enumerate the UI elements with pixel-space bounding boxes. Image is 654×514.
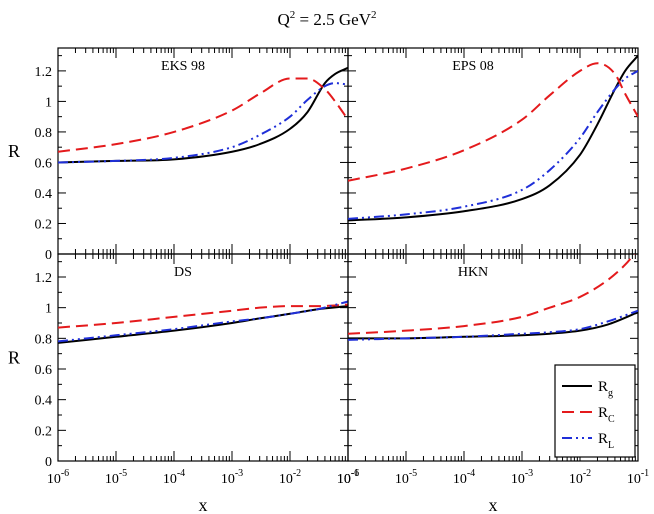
figure-title: Q2 = 2.5 GeV2 bbox=[278, 9, 377, 29]
x-axis-label: x bbox=[489, 495, 498, 514]
x-tick-label: 10-4 bbox=[453, 468, 475, 487]
series-line-r-g bbox=[348, 54, 638, 222]
series-line-r-g bbox=[348, 311, 638, 340]
panel-title: EPS 08 bbox=[452, 59, 494, 74]
x-tick-label: 10-5 bbox=[395, 468, 417, 487]
x-tick-label: 10-1 bbox=[337, 468, 359, 487]
legend-label-c: RC bbox=[598, 405, 615, 425]
y-tick-label: 1 bbox=[45, 95, 52, 110]
panel-eps-08: EPS 08 bbox=[347, 47, 639, 255]
x-tick-label: 10-1 bbox=[627, 468, 649, 487]
x-axis-label: x bbox=[199, 495, 208, 514]
legend-label-l: RL bbox=[598, 431, 614, 451]
y-tick-label: 0.4 bbox=[35, 394, 53, 409]
x-tick-label: 10-2 bbox=[569, 468, 591, 487]
x-tick-label: 10-3 bbox=[221, 468, 243, 487]
y-tick-label: 1.2 bbox=[35, 65, 53, 80]
panel-hkn: 10-6 10-5 10-4 10-3 10-2 10-1 HKN x bbox=[337, 253, 649, 514]
series-line-r-c bbox=[58, 77, 348, 153]
x-tick-label: 10-6 bbox=[47, 468, 69, 487]
legend-label-g: Rg bbox=[598, 379, 613, 399]
series-line-r-g bbox=[58, 66, 348, 164]
series-line-r-l bbox=[348, 70, 638, 220]
x-tick-label: 10-4 bbox=[163, 468, 185, 487]
y-tick-label: 1.2 bbox=[35, 271, 53, 286]
x-tick-label: 10-2 bbox=[279, 468, 301, 487]
panel-frame bbox=[57, 253, 349, 462]
series-line-r-l bbox=[58, 300, 348, 343]
panel-frame bbox=[347, 47, 639, 255]
y-tick-label: 0.2 bbox=[35, 217, 53, 232]
panel-title: EKS 98 bbox=[161, 59, 205, 74]
panel-frame bbox=[347, 253, 639, 462]
y-tick-label: 0.6 bbox=[35, 363, 53, 378]
series-line-r-l bbox=[348, 309, 638, 341]
y-tick-label: 0 bbox=[45, 248, 52, 263]
panel-title: HKN bbox=[458, 265, 488, 280]
y-tick-label: 0.2 bbox=[35, 424, 53, 439]
series-line-r-c bbox=[348, 254, 636, 335]
panel-ds: 0 0.2 0.4 0.6 0.8 1 1.2 10-6 10-5 10-4 10-3 10-2 10-… bbox=[8, 253, 359, 514]
series-line-r-l bbox=[58, 82, 348, 164]
y-axis-label: R bbox=[8, 141, 20, 161]
series-line-r-c bbox=[348, 62, 638, 182]
y-axis-label: R bbox=[8, 348, 20, 368]
y-tick-label: 0.8 bbox=[35, 126, 53, 141]
y-tick-label: 0 bbox=[45, 455, 52, 470]
y-tick-label: 0.8 bbox=[35, 332, 53, 347]
x-tick-label: 10-3 bbox=[511, 468, 533, 487]
panel-title: DS bbox=[174, 265, 192, 280]
y-tick-label: 0.6 bbox=[35, 156, 53, 171]
x-tick-label: 10-6 bbox=[337, 468, 359, 487]
y-tick-label: 1 bbox=[45, 302, 52, 317]
series-line-r-c bbox=[58, 303, 348, 329]
legend: Rg RC RL bbox=[554, 364, 636, 458]
x-tick-label: 10-5 bbox=[105, 468, 127, 487]
y-tick-label: 0.4 bbox=[35, 187, 53, 202]
panel-eks-98: 0 0.2 0.4 0.6 0.8 1 1.2 EKS 98 R bbox=[8, 47, 349, 263]
